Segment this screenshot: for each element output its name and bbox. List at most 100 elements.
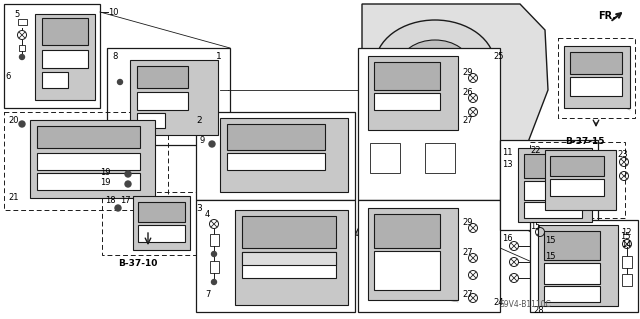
Bar <box>524 154 582 178</box>
Circle shape <box>125 181 131 187</box>
Bar <box>600 6 635 30</box>
Bar <box>42 18 88 45</box>
Bar <box>570 77 622 96</box>
Text: 15: 15 <box>620 232 630 241</box>
Bar <box>235 210 348 305</box>
Text: 23: 23 <box>617 150 628 159</box>
Text: 24: 24 <box>493 298 504 307</box>
Bar <box>37 153 140 170</box>
Text: 13: 13 <box>502 160 513 169</box>
Text: 19: 19 <box>100 168 111 177</box>
Text: 18: 18 <box>105 196 116 205</box>
Text: 29: 29 <box>462 68 472 77</box>
Text: 11: 11 <box>502 148 513 157</box>
Bar <box>115 58 125 72</box>
Bar <box>368 80 393 95</box>
Bar <box>137 66 188 88</box>
Text: 17: 17 <box>120 196 131 205</box>
Text: 7: 7 <box>205 290 211 299</box>
Bar <box>358 200 500 312</box>
Text: 19: 19 <box>100 178 111 187</box>
Bar <box>531 242 545 250</box>
Text: 4: 4 <box>205 210 211 219</box>
Bar <box>530 142 625 218</box>
Bar <box>368 208 458 300</box>
Polygon shape <box>355 185 430 240</box>
Text: 9: 9 <box>200 136 205 145</box>
Bar <box>531 258 545 266</box>
Text: 1: 1 <box>216 52 222 61</box>
Bar <box>19 45 25 51</box>
Bar <box>524 202 582 218</box>
Bar <box>558 38 635 118</box>
Ellipse shape <box>375 20 495 110</box>
Text: 5: 5 <box>14 10 19 19</box>
Text: 6: 6 <box>5 72 10 81</box>
Text: 15: 15 <box>530 222 541 231</box>
Text: 3: 3 <box>196 204 202 213</box>
Bar <box>622 256 632 268</box>
Circle shape <box>209 141 215 147</box>
Polygon shape <box>362 4 548 195</box>
Bar <box>368 56 458 130</box>
Bar <box>415 160 437 172</box>
Bar <box>368 60 393 75</box>
Bar <box>544 231 600 260</box>
Text: 25: 25 <box>493 52 504 61</box>
Text: 27: 27 <box>462 116 472 125</box>
Bar <box>370 143 400 173</box>
Bar <box>37 173 140 190</box>
Bar <box>196 112 355 200</box>
Text: B-37-15: B-37-15 <box>565 137 605 146</box>
Bar <box>138 225 185 242</box>
Bar <box>538 225 618 306</box>
Polygon shape <box>410 130 490 190</box>
Text: 28: 28 <box>533 306 543 315</box>
Bar <box>102 192 196 255</box>
Text: 22: 22 <box>530 146 541 155</box>
Text: 29: 29 <box>462 218 472 227</box>
Bar <box>35 14 95 100</box>
Bar <box>37 126 140 148</box>
Bar <box>130 60 218 135</box>
Text: 10: 10 <box>108 8 118 17</box>
Circle shape <box>211 251 216 256</box>
Bar <box>545 150 616 210</box>
Circle shape <box>118 79 122 85</box>
Bar <box>4 112 168 210</box>
Bar <box>554 228 566 235</box>
Bar <box>242 216 336 248</box>
Circle shape <box>125 171 131 177</box>
Bar <box>196 200 355 312</box>
Text: 14: 14 <box>621 240 632 249</box>
Bar <box>518 148 592 222</box>
Bar <box>209 234 218 246</box>
Ellipse shape <box>400 40 470 90</box>
Bar <box>425 143 455 173</box>
Bar <box>358 48 500 200</box>
Bar <box>374 214 440 248</box>
Bar <box>227 124 325 150</box>
Bar <box>415 145 437 157</box>
Text: 15: 15 <box>545 236 556 245</box>
Text: 8: 8 <box>112 52 117 61</box>
Bar <box>42 50 88 68</box>
Bar <box>374 62 440 90</box>
Text: 20: 20 <box>8 116 19 125</box>
Text: 2: 2 <box>196 116 202 125</box>
Bar <box>622 274 632 286</box>
Circle shape <box>19 55 24 60</box>
Text: 26: 26 <box>462 88 472 97</box>
Bar <box>4 4 100 108</box>
Bar <box>133 196 190 250</box>
Bar <box>137 113 165 128</box>
Bar <box>17 19 26 25</box>
Text: FR.: FR. <box>598 11 616 21</box>
Bar <box>30 120 155 198</box>
Bar <box>544 286 600 302</box>
Bar <box>550 156 604 176</box>
Text: 27: 27 <box>462 248 472 257</box>
Bar <box>220 118 348 192</box>
Circle shape <box>115 205 121 211</box>
Bar <box>374 93 440 110</box>
